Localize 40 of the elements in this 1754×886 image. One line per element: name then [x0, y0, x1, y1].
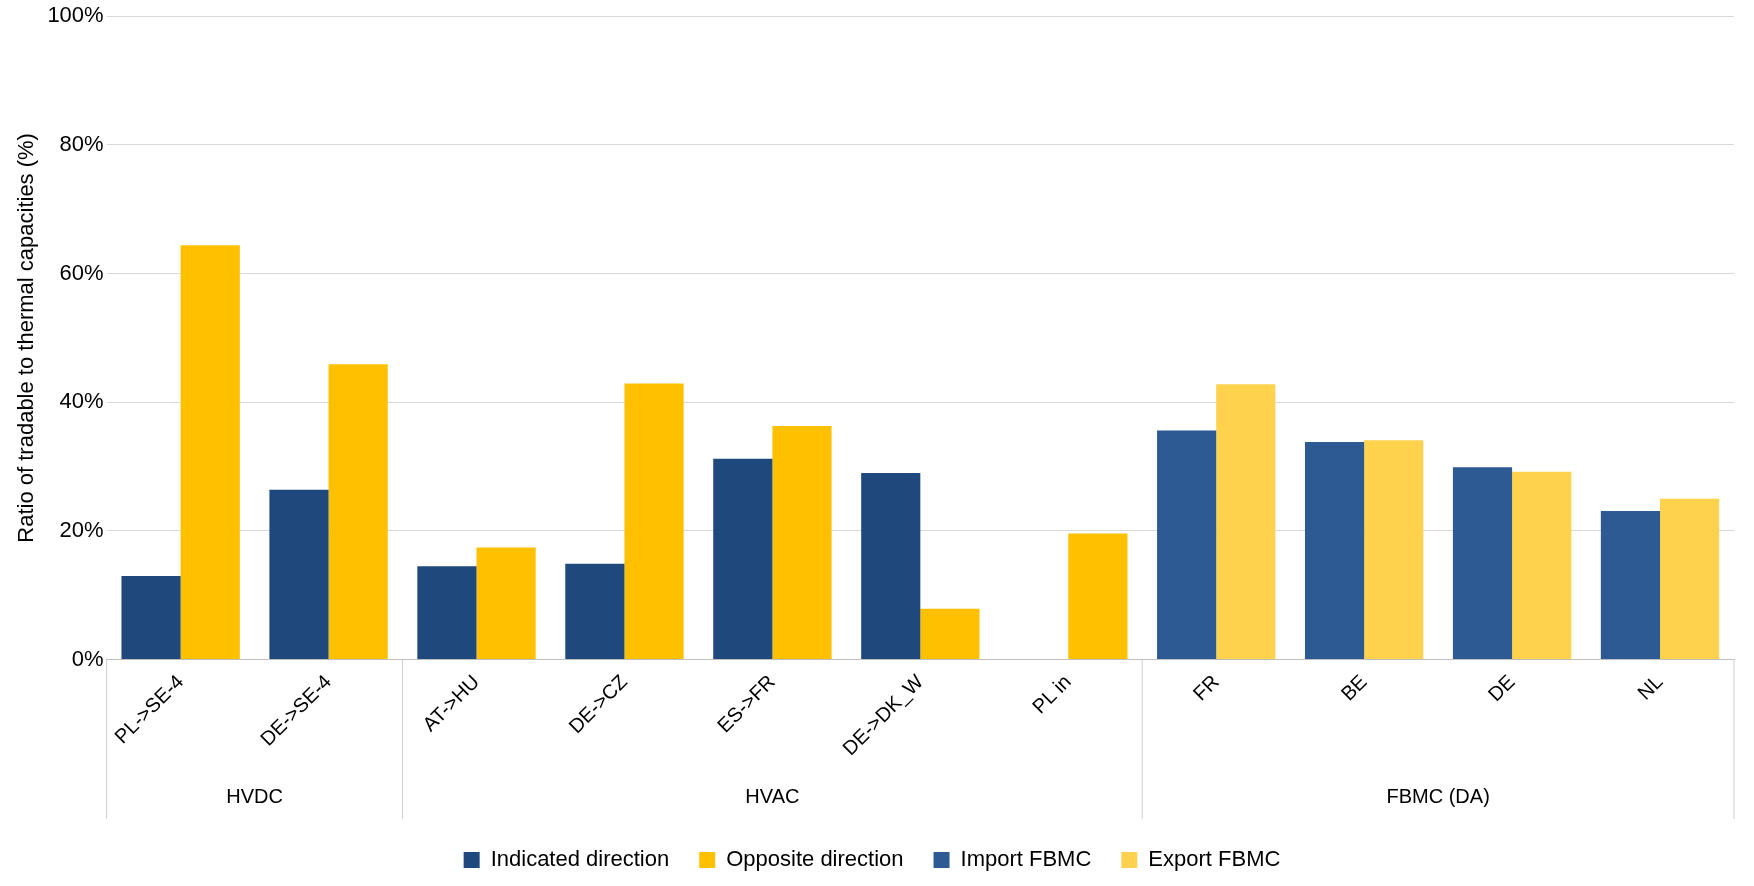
bar	[624, 383, 684, 660]
y-tick-label: 100%	[47, 2, 104, 28]
text: HVDC	[226, 784, 283, 807]
bar	[180, 245, 240, 660]
bar	[417, 566, 477, 660]
bar	[565, 563, 625, 660]
y-tick-label: 60%	[59, 259, 104, 285]
x-tick-label: BE	[1336, 670, 1371, 705]
bar	[861, 472, 921, 660]
bar	[1364, 440, 1424, 660]
bar	[476, 547, 536, 660]
bar	[1660, 498, 1720, 660]
bar	[328, 364, 388, 660]
bar	[1304, 442, 1365, 660]
bar	[121, 575, 181, 660]
y-tick-label: 80%	[59, 130, 104, 156]
x-tick-label: DE	[1483, 670, 1519, 706]
bar	[713, 458, 773, 660]
y-tick-label: 40%	[59, 388, 104, 414]
bar	[1600, 510, 1661, 660]
y-tick-label: 0%	[71, 645, 104, 671]
bar	[772, 426, 832, 660]
text: HVAC	[745, 784, 800, 807]
bar	[1157, 430, 1217, 660]
legend-label: Indicated direction	[490, 846, 670, 872]
x-tick-label: PL in	[1027, 670, 1075, 718]
bar	[1452, 467, 1513, 660]
bar	[1068, 533, 1128, 660]
x-tick-label: NL	[1633, 670, 1667, 704]
bar	[269, 489, 329, 660]
legend-label: Opposite direction	[726, 846, 904, 872]
y-axis-title: Ratio of tradable to thermal capacities (%)	[13, 133, 39, 543]
x-tick-label: FR	[1188, 670, 1223, 705]
text: FBMC (DA)	[1386, 784, 1490, 807]
bar	[920, 608, 980, 660]
bar	[1512, 471, 1572, 660]
legend-label: Export FBMC	[1148, 846, 1281, 872]
bar	[1216, 384, 1276, 660]
y-tick-label: 20%	[59, 516, 104, 542]
legend-label: Import FBMC	[960, 846, 1092, 872]
